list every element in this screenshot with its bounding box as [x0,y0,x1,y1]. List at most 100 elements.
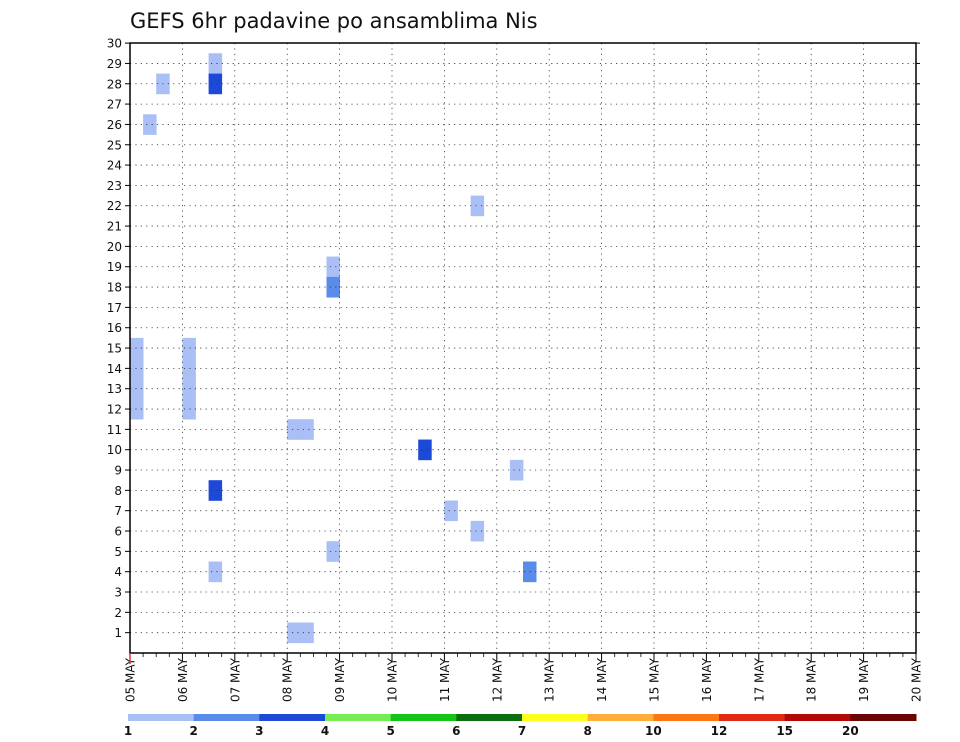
y-tick-label: 8 [114,484,122,498]
x-tick-label: 09 MAY [333,657,347,702]
y-tick-label: 28 [107,77,122,91]
x-tick-label: 19 MAY [857,657,871,702]
y-tick-label: 7 [114,504,122,518]
y-tick-label: 21 [107,220,122,234]
x-tick-label: 17 MAY [752,657,766,702]
y-tick-label: 29 [107,57,122,71]
heatmap-cell [326,256,340,278]
heatmap-cell [470,520,485,542]
x-tick-label: 20 MAY [910,657,924,702]
y-tick-label: 17 [107,301,122,315]
x-tick-label: 08 MAY [281,657,295,702]
heatmap-cell [208,480,223,501]
heatmap-cell [418,439,432,461]
heatmap-cell [130,337,144,359]
legend-label: 10 [645,724,662,738]
x-tick-label: 11 MAY [438,657,452,702]
legend-label: 3 [255,724,263,738]
chart-gridlines [130,43,916,653]
x-tick-label: 12 MAY [490,657,504,702]
plot-frame [129,42,917,654]
y-tick-label: 22 [107,199,122,213]
legend-label: 6 [452,724,460,738]
legend-label: 12 [711,724,728,738]
heatmap-cell [287,622,301,644]
heatmap-cell [130,358,144,379]
heatmap-cell [287,419,301,440]
heatmap-cell [182,378,196,400]
y-tick-label: 10 [107,443,122,457]
legend-swatch [456,714,523,721]
y-tick-label: 2 [114,606,122,620]
x-tick-label: 06 MAY [176,657,190,702]
y-tick-label: 15 [107,342,122,356]
heatmap-cell [208,53,223,74]
x-tick-label: 14 MAY [595,657,609,702]
x-tick-label: 18 MAY [805,657,819,702]
y-tick-label: 18 [107,281,122,295]
heatmap-cell [208,73,223,95]
y-tick-label: 3 [114,586,122,600]
legend-swatch [653,714,720,721]
y-tick-label: 13 [107,382,122,396]
x-tick-label: 15 MAY [648,657,662,702]
legend-label: 2 [189,724,197,738]
legend-label: 7 [518,724,526,738]
y-tick-label: 26 [107,118,122,132]
legend-swatch [850,714,917,721]
heatmap-cells [130,53,537,644]
heatmap-cell [444,500,458,522]
legend-label: 1 [124,724,132,738]
legend-swatch [784,714,851,721]
heatmap-cell [326,276,340,298]
legend-swatch [390,714,457,721]
legend-label: 4 [321,724,329,738]
heatmap-cell [182,358,196,379]
legend-label: 8 [583,724,591,738]
heatmap-cell [130,378,144,400]
y-tick-label: 20 [107,240,122,254]
y-tick-label: 4 [114,565,122,579]
legend-label: 15 [776,724,793,738]
heatmap-cell [509,459,524,481]
y-tick-label: 16 [107,321,122,335]
x-tick-label: 05 MAY [124,657,138,702]
y-tick-label: 11 [107,423,122,437]
legend-swatch [325,714,392,721]
legend-label: 5 [386,724,394,738]
y-tick-label: 23 [107,179,122,193]
y-tick-label: 1 [114,626,122,640]
legend-swatch [522,714,589,721]
legend-swatch [128,714,195,721]
legend-swatch [719,714,786,721]
y-tick-label: 5 [114,545,122,559]
color-legend: 1 2 3 4 5 6 7 8 10 12 15 20 [124,714,917,738]
legend-swatch [587,714,654,721]
x-tick-label: 10 MAY [386,657,400,702]
x-tick-label: 07 MAY [228,657,242,702]
heatmap-cell [470,195,485,217]
heatmap-cell [326,541,340,562]
y-tick-label: 9 [114,464,122,478]
y-tick-label: 6 [114,525,122,539]
y-axis: 1234567891011121314151617181920212223242… [107,37,920,640]
x-tick-label: 16 MAY [700,657,714,702]
y-tick-label: 27 [107,98,122,112]
y-tick-label: 12 [107,403,122,417]
heatmap-cell [143,114,157,135]
heatmap-cell [208,561,223,583]
x-axis: 05 MAY 06 MAY 07 MAY 08 MAY 09 MAY 10 MAY 11 M… [124,653,924,702]
heatmap-cell [130,398,144,420]
heatmap-cell [300,622,314,644]
legend-swatch [259,714,326,721]
legend-label: 20 [842,724,859,738]
y-tick-label: 25 [107,138,122,152]
x-tick-label: 13 MAY [543,657,557,702]
y-tick-label: 14 [107,362,122,376]
y-tick-label: 30 [107,37,122,51]
y-tick-label: 19 [107,260,122,274]
chart-title: GEFS 6hr padavine po ansamblima Nis [130,9,538,33]
legend-swatch [193,714,260,721]
heatmap-cell [182,398,196,420]
